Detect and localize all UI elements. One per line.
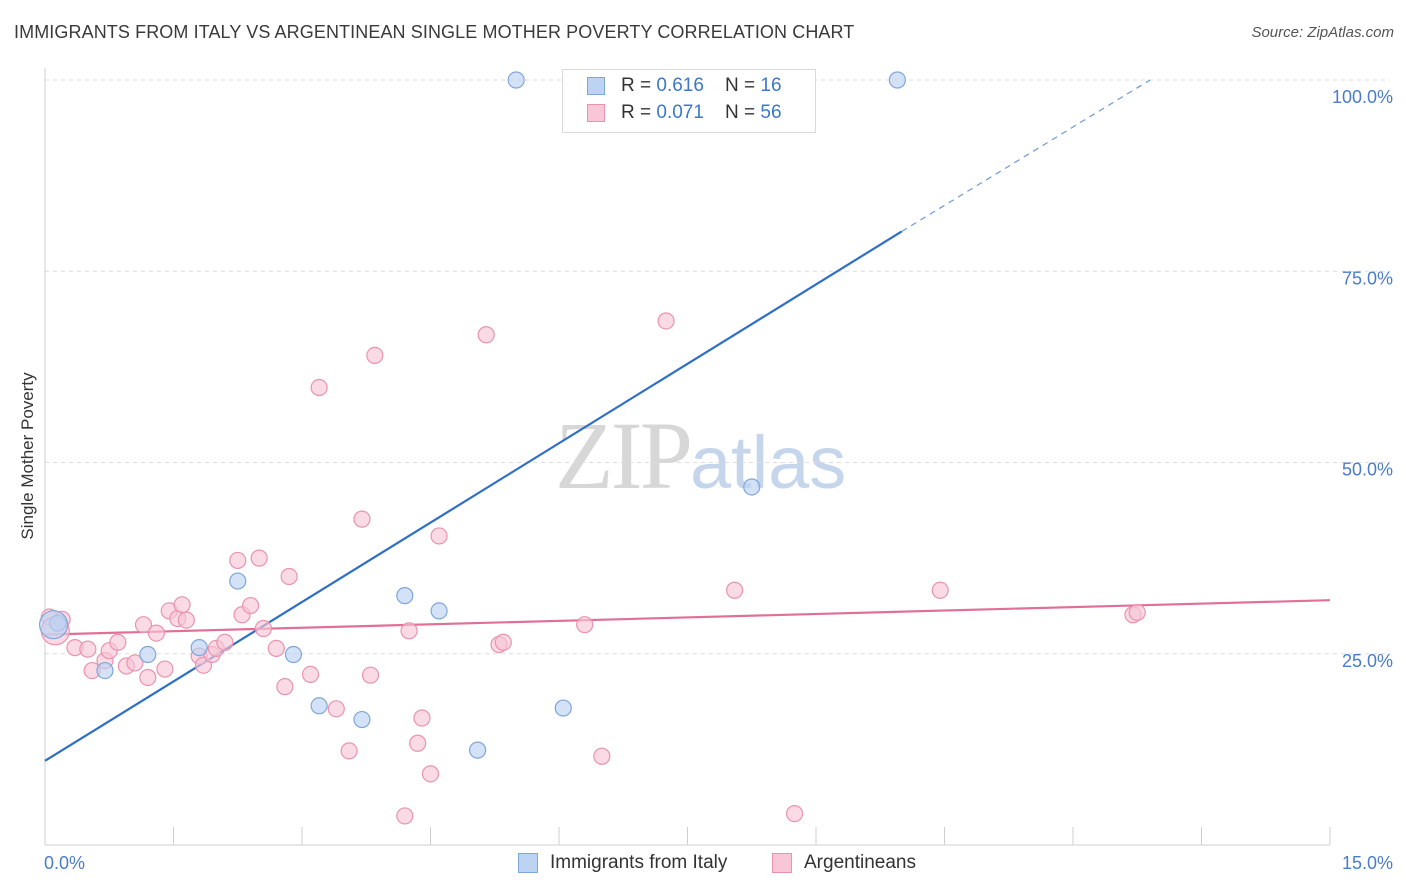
y-tick-label: 100.0%	[1332, 87, 1393, 107]
italy-point	[554, 699, 572, 717]
argentineans-point	[267, 639, 285, 657]
watermark-zip: ZIP	[555, 402, 693, 509]
italy-point	[507, 71, 525, 89]
argentineans-point	[430, 527, 448, 545]
italy-r-value: 0.616	[656, 75, 704, 96]
axes	[44, 68, 1331, 846]
watermark: ZIPatlas	[555, 400, 846, 511]
x-tick-label: 15.0%	[1342, 853, 1393, 873]
argentineans-point	[477, 326, 495, 344]
argentineans-point	[147, 624, 165, 642]
italy-swatch-icon	[587, 77, 605, 95]
argentineans-point	[593, 747, 611, 765]
legend-item-argentineans[interactable]: Argentineans	[772, 852, 916, 874]
argentineans-point	[216, 633, 234, 651]
argentineans-point	[400, 622, 418, 640]
source-label: Source: ZipAtlas.com	[1251, 24, 1394, 41]
italy-point	[353, 710, 371, 729]
series-legend: Immigrants from Italy Argentineans	[0, 852, 1406, 878]
italy-point	[190, 639, 208, 657]
italy-point	[430, 602, 448, 620]
arg-n-label: N =	[725, 102, 761, 123]
italy-trend-extension	[901, 79, 1151, 232]
argentineans-point	[931, 581, 949, 599]
argentineans-point	[785, 805, 804, 823]
argentineans-point	[494, 633, 512, 651]
italy-point	[743, 478, 761, 496]
gridlines	[45, 79, 1390, 655]
arg-n-value: 56	[760, 102, 782, 123]
legend-item-italy[interactable]: Immigrants from Italy	[518, 852, 727, 874]
stats-legend: R = 0.616 N = 16 R = 0.071 N = 56	[562, 69, 816, 133]
y-tick-label: 75.0%	[1342, 268, 1393, 288]
argentineans-point	[327, 700, 345, 718]
y-tick-label: 25.0%	[1342, 651, 1393, 671]
argentineans-point	[280, 567, 298, 586]
italy-point	[469, 741, 487, 759]
legend-label-italy: Immigrants from Italy	[550, 852, 728, 873]
argentineans-point	[139, 668, 157, 687]
argentineans-point	[340, 742, 358, 760]
argentineans-point	[413, 709, 431, 727]
argentineans-point	[310, 378, 328, 397]
argentineans-point	[276, 678, 294, 696]
stats-row-argentineans: R = 0.071 N = 56	[587, 101, 782, 125]
chart-title: IMMIGRANTS FROM ITALY VS ARGENTINEAN SIN…	[14, 22, 855, 42]
argentineans-point	[109, 633, 127, 651]
argentineans-point	[353, 510, 371, 528]
argentineans-swatch-icon	[587, 104, 605, 122]
arg-r-value: 0.071	[656, 102, 704, 123]
italy-point	[284, 645, 303, 664]
legend-label-argentineans: Argentineans	[804, 852, 916, 873]
argentineans-legend-swatch-icon	[772, 853, 792, 873]
argentineans-point	[242, 596, 260, 615]
arg-r-label: R =	[621, 102, 657, 123]
italy-point	[38, 610, 69, 640]
trend-lines	[44, 79, 1331, 762]
argentineans-point	[250, 549, 268, 567]
argentineans-point	[396, 807, 414, 825]
italy-point	[229, 572, 247, 590]
italy-n-label: N =	[725, 75, 761, 96]
x-tick-label: 0.0%	[44, 853, 85, 873]
argentineans-point	[79, 640, 97, 658]
italy-trend-line	[44, 230, 903, 762]
argentineans-point	[576, 616, 594, 634]
argentineans-point	[409, 734, 427, 752]
argentineans-point	[126, 654, 144, 672]
italy-point	[139, 645, 157, 664]
italy-legend-swatch-icon	[518, 853, 538, 873]
argentineans-point	[254, 619, 273, 638]
y-tick-label: 50.0%	[1342, 460, 1393, 480]
argentineans-point	[726, 581, 744, 599]
argentineans-point	[134, 616, 153, 634]
argentineans-point	[177, 611, 195, 629]
italy-n-value: 16	[760, 75, 782, 96]
data-points	[38, 71, 1146, 825]
italy-r-label: R =	[621, 75, 657, 96]
italy-point	[396, 587, 414, 605]
argentineans-point	[421, 765, 440, 783]
tick-labels: 25.0% 50.0% 75.0% 100.0% 0.0% 15.0%	[44, 87, 1393, 873]
argentineans-point	[361, 666, 380, 684]
argentineans-point	[1128, 603, 1146, 622]
argentineans-point	[229, 551, 247, 570]
argentineans-point	[173, 596, 191, 614]
argentineans-point	[301, 665, 320, 684]
italy-point	[310, 697, 328, 715]
argentineans-point	[366, 346, 384, 364]
stats-row-italy: R = 0.616 N = 16	[587, 74, 782, 98]
italy-point	[888, 71, 906, 89]
italy-point	[96, 661, 114, 680]
argentineans-point	[156, 660, 174, 678]
argentineans-point	[657, 312, 675, 330]
